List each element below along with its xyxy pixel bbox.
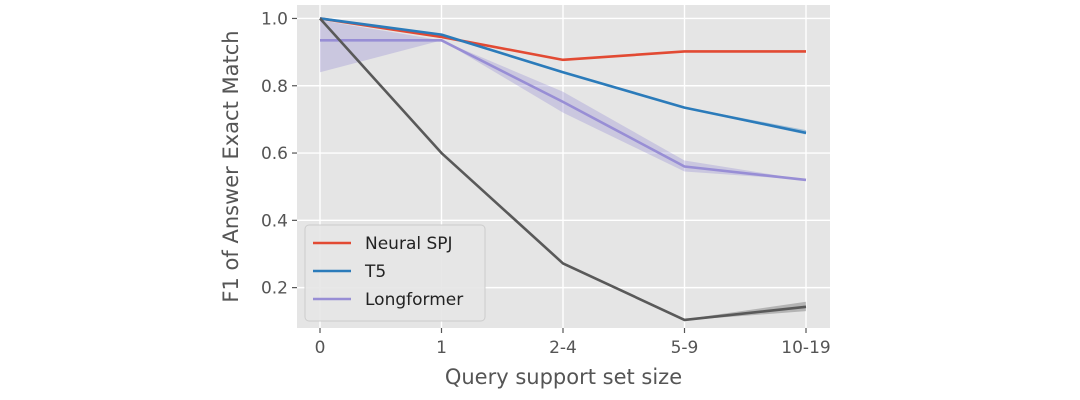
series-line [319, 17, 806, 62]
series-lines [319, 17, 807, 322]
x-tick-label: 1 [436, 338, 447, 358]
x-tick-label: 0 [315, 338, 326, 358]
x-tick-label: 10-19 [781, 338, 830, 358]
series-line [319, 17, 807, 322]
legend-box [304, 224, 486, 322]
x-axis-label: Query support set size [445, 365, 682, 389]
x-axis-ticks: 0 1 2-4 5-9 10-19 [315, 328, 831, 358]
y-tick-label: 0.4 [261, 211, 288, 231]
y-axis-label: F1 of Answer Exact Match [219, 30, 243, 302]
legend: Neural SPJ T5 Longformer [304, 224, 486, 322]
x-tick-label: 5-9 [671, 338, 699, 358]
y-tick-label: 0.8 [261, 77, 288, 97]
series-band [320, 20, 806, 180]
series-line [319, 17, 807, 135]
legend-label: Longformer [365, 290, 463, 310]
y-axis-ticks: 0.2 0.4 0.6 0.8 1.0 [261, 9, 297, 299]
y-tick-label: 0.6 [261, 144, 288, 164]
y-tick-label: 0.2 [261, 279, 288, 299]
x-tick-label: 2-4 [549, 338, 577, 358]
legend-label: T5 [364, 262, 386, 282]
legend-label: Neural SPJ [365, 234, 453, 254]
y-tick-label: 1.0 [261, 9, 288, 29]
series-line [320, 39, 807, 182]
